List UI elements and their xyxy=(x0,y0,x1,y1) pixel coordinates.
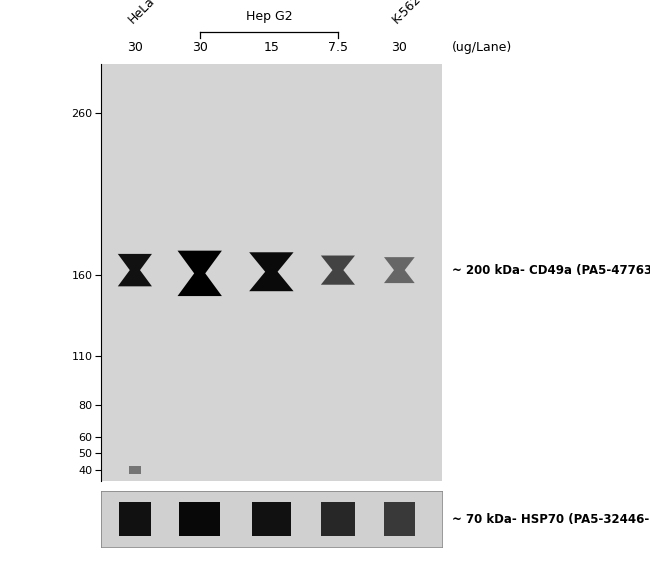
Polygon shape xyxy=(384,502,415,536)
Text: 30: 30 xyxy=(127,41,143,54)
Text: K-562: K-562 xyxy=(390,0,424,26)
Text: (ug/Lane): (ug/Lane) xyxy=(452,41,512,54)
Text: HeLa: HeLa xyxy=(125,0,157,26)
Text: 30: 30 xyxy=(192,41,207,54)
Text: Hep G2: Hep G2 xyxy=(246,10,292,23)
Text: ~ 70 kDa- HSP70 (PA5-32446- Rabbit / IgG): ~ 70 kDa- HSP70 (PA5-32446- Rabbit / IgG… xyxy=(452,512,650,526)
Polygon shape xyxy=(321,502,355,536)
Polygon shape xyxy=(179,502,220,536)
Text: ~ 200 kDa- CD49a (PA5-47763- Sheep / IgG): ~ 200 kDa- CD49a (PA5-47763- Sheep / IgG… xyxy=(452,264,650,276)
Polygon shape xyxy=(249,252,294,291)
Text: 7.5: 7.5 xyxy=(328,41,348,54)
Polygon shape xyxy=(118,254,152,286)
Text: 30: 30 xyxy=(391,41,408,54)
Polygon shape xyxy=(384,257,415,283)
Polygon shape xyxy=(252,502,291,536)
Text: 15: 15 xyxy=(263,41,280,54)
Bar xyxy=(129,466,141,473)
Polygon shape xyxy=(119,502,151,536)
Polygon shape xyxy=(321,255,355,285)
Polygon shape xyxy=(177,251,222,296)
